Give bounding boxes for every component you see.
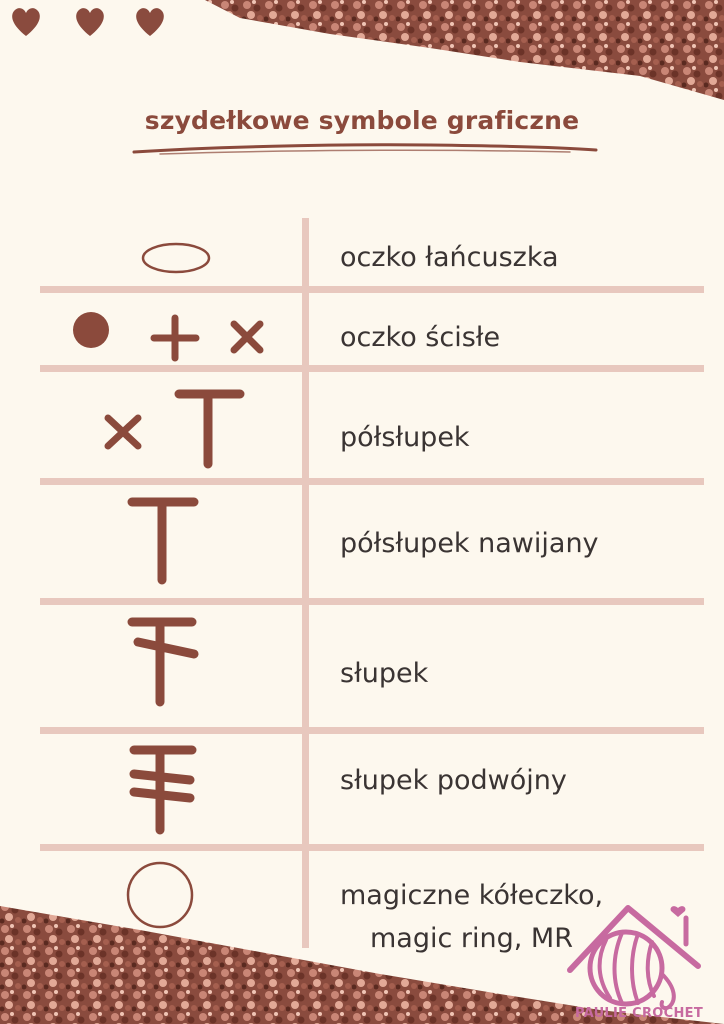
heart-icon: [76, 8, 104, 36]
half-stitch-icon: [104, 389, 245, 469]
table-row-divider: [40, 286, 704, 293]
table-row-label: półsłupek nawijany: [340, 528, 599, 559]
table-row-label: słupek: [340, 658, 429, 689]
table-row-label-line2: magic ring, MR: [370, 923, 573, 954]
double-crochet-icon: [127, 617, 199, 707]
yarn-house-logo-icon: [567, 905, 701, 1011]
heart-icon: [136, 8, 164, 36]
table-row-label: słupek podwójny: [340, 765, 567, 796]
table-row-divider: [40, 727, 704, 734]
table-row-divider: [40, 365, 704, 372]
table-row-divider: [40, 844, 704, 851]
table-row-label: oczko łańcuszka: [340, 242, 559, 273]
chain-oval-icon: [141, 242, 211, 274]
logo-text: PAULIE CROCHET: [574, 1006, 704, 1021]
page-title: szydełkowe symbole graficzne: [144, 106, 580, 135]
table-row-divider: [40, 598, 704, 605]
table-row-label: magiczne kółeczko,: [340, 880, 604, 911]
treble-crochet-icon: [129, 745, 197, 835]
half-double-icon: [127, 497, 199, 585]
magic-ring-icon: [126, 861, 194, 929]
table-row-divider: [40, 478, 704, 485]
title-underline: [132, 143, 598, 155]
table-row-label: oczko ścisłe: [340, 322, 501, 353]
table-divider-vertical: [302, 218, 309, 948]
table-row-label: półsłupek: [340, 422, 470, 453]
heart-icon: [12, 8, 40, 36]
single-crochet-icons: [73, 312, 264, 362]
